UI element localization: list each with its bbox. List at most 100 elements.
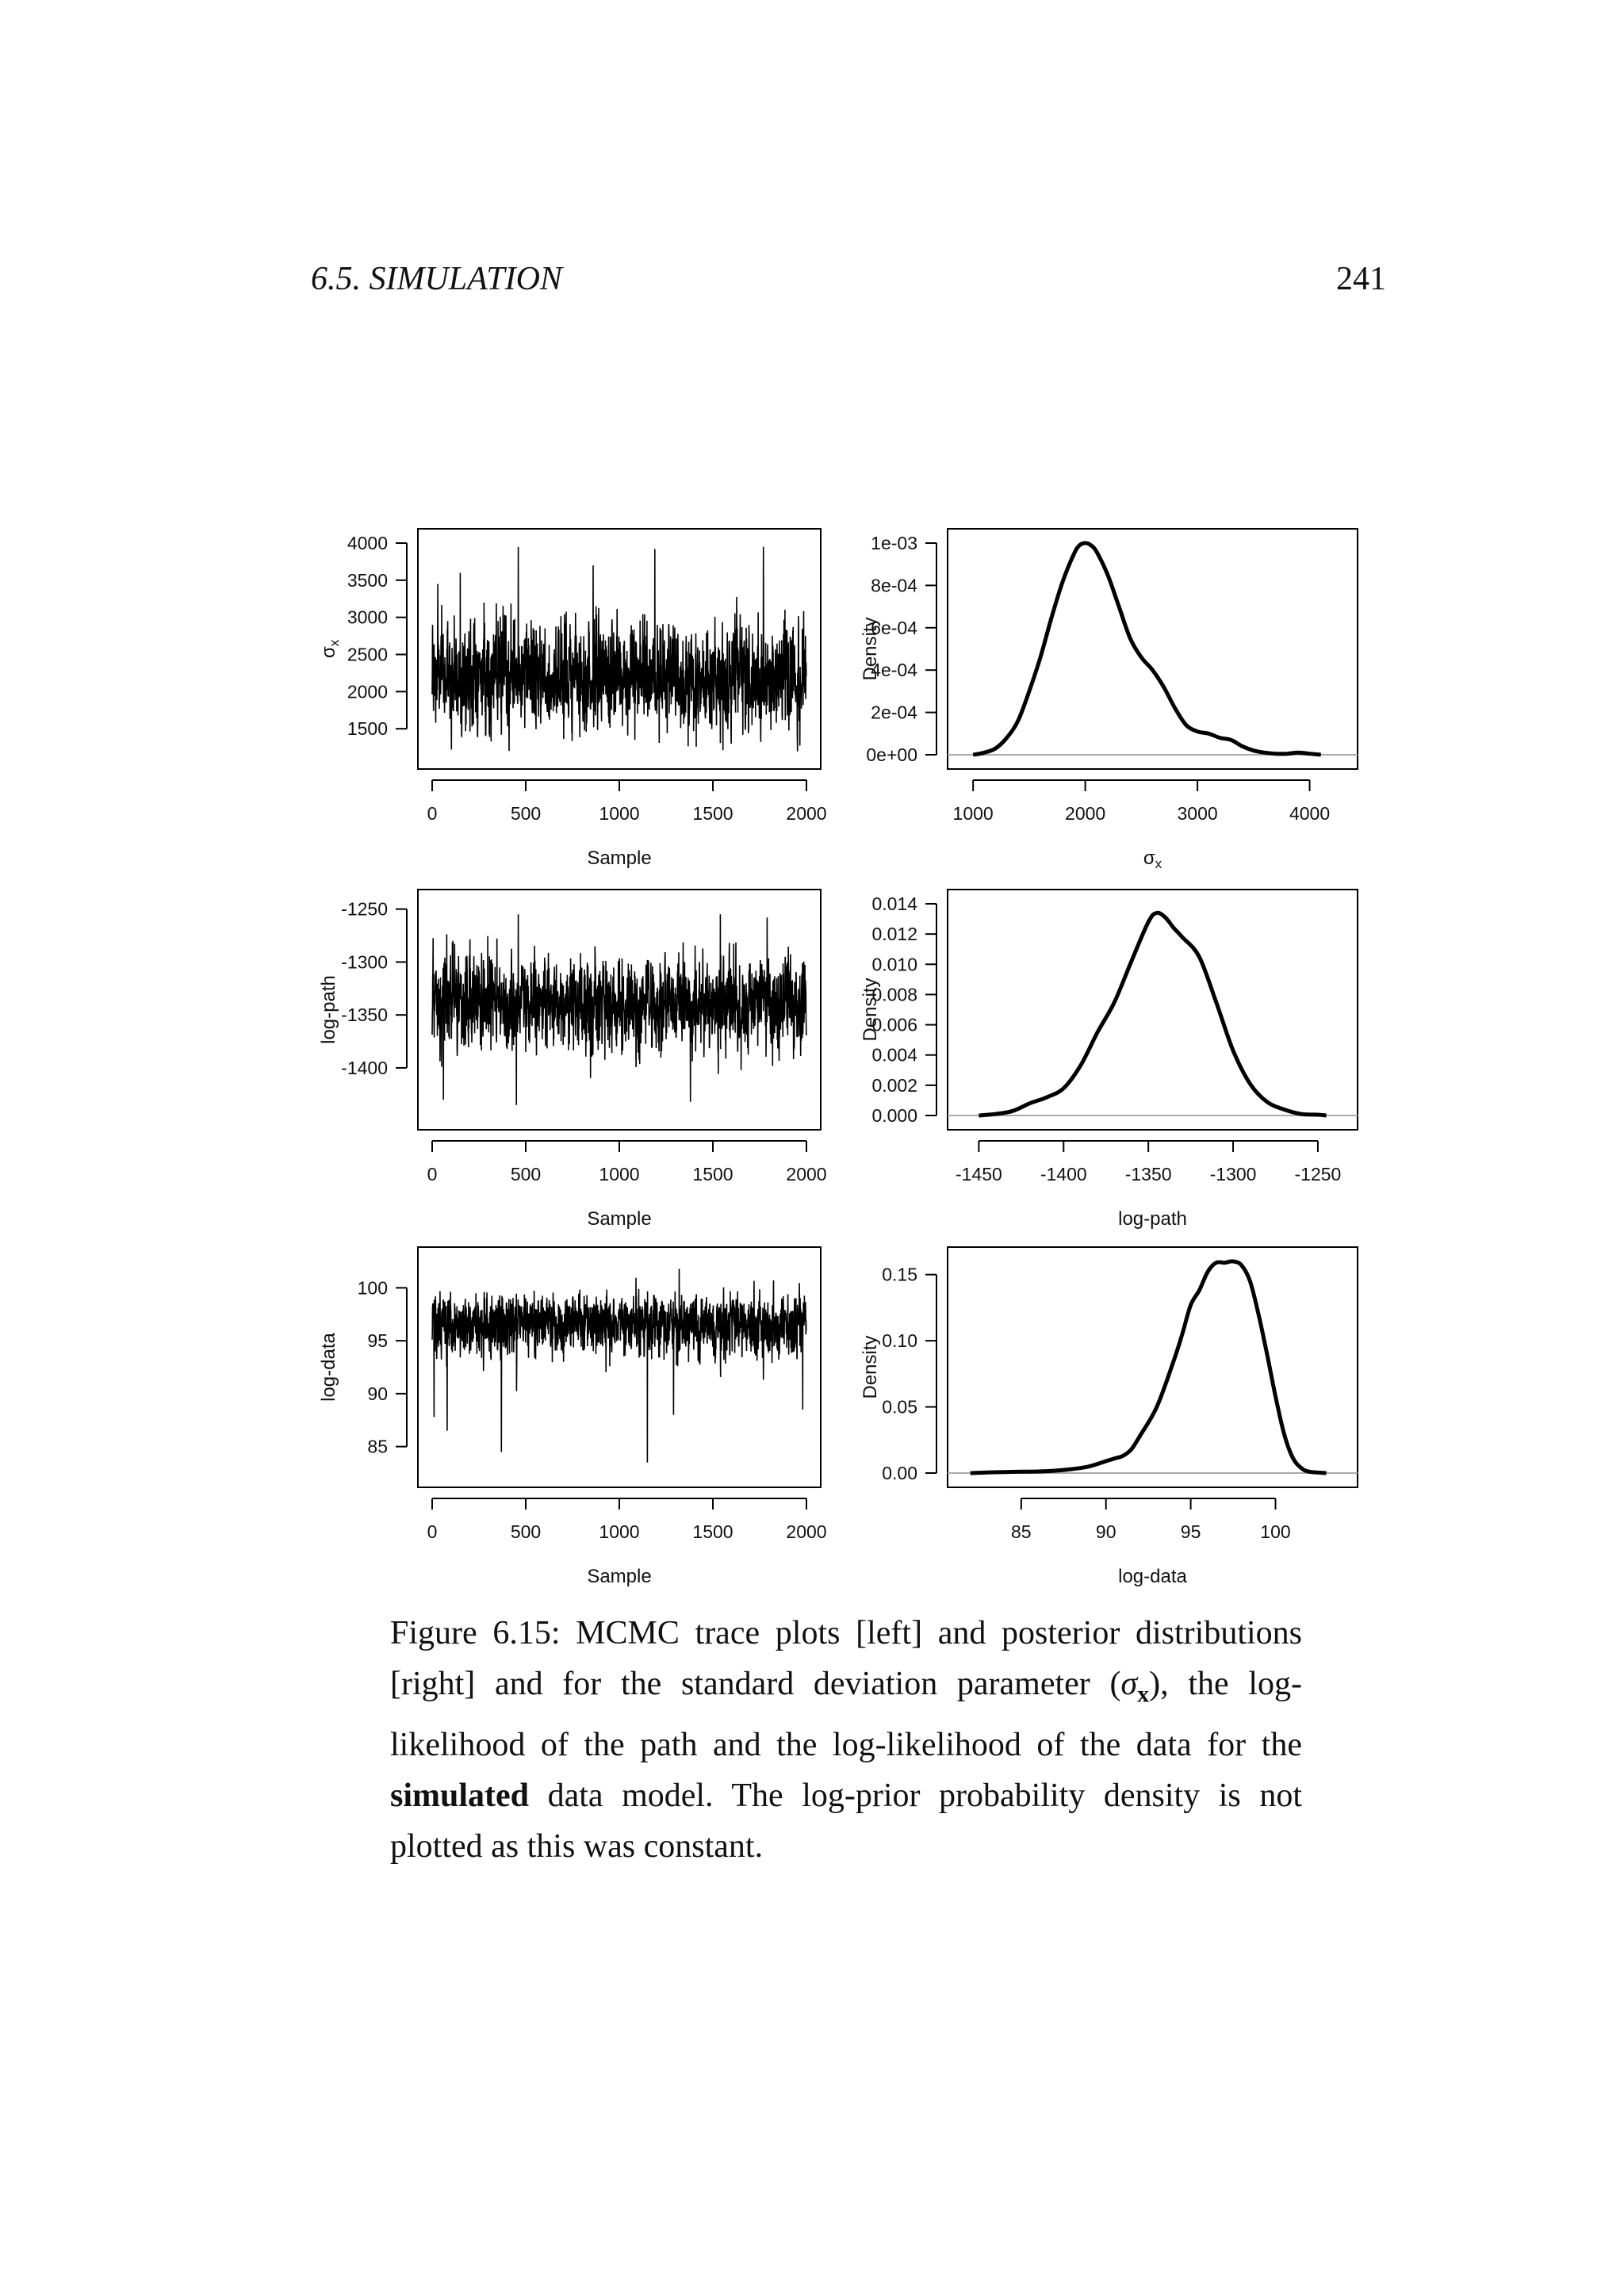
x-tick-label: 2000 — [786, 1164, 826, 1184]
x-tick-label: 3000 — [1178, 803, 1218, 824]
y-tick-label: -1250 — [341, 899, 388, 920]
y-axis-label: σx — [318, 639, 342, 658]
density-curve — [972, 541, 1321, 757]
x-axis-label: log-path — [1118, 1208, 1187, 1230]
y-axis-label: Density — [860, 1335, 881, 1399]
x-tick-label: 0 — [427, 803, 438, 824]
x-tick-label: 500 — [511, 803, 541, 824]
caption-sigma: σ — [1120, 1666, 1138, 1702]
y-tick-label: 100 — [358, 1277, 388, 1298]
x-tick-label: 1000 — [599, 1164, 639, 1184]
caption-middle: ), the log-likelihood of the path and th… — [390, 1666, 1302, 1764]
x-axis-label: σx — [1143, 848, 1162, 871]
y-tick-label: 0.008 — [871, 984, 917, 1004]
y-tick-label: -1300 — [341, 951, 388, 972]
plot-frame — [947, 1246, 1358, 1488]
y-tick-label: 0.00 — [882, 1463, 917, 1483]
x-tick-label: 2000 — [1065, 803, 1105, 824]
x-tick-label: 100 — [1260, 1521, 1290, 1542]
caption-suffix: data model. The log-prior probability de… — [390, 1777, 1302, 1866]
y-tick-label: 90 — [367, 1383, 388, 1404]
y-tick-label: -1400 — [341, 1058, 388, 1078]
plot-frame — [947, 889, 1358, 1131]
caption-subscript: x — [1137, 1681, 1150, 1708]
y-tick-label: 0.10 — [882, 1330, 917, 1351]
plot-frame — [417, 1246, 822, 1488]
x-tick-label: 1500 — [692, 1164, 733, 1184]
y-tick-label: 85 — [367, 1437, 388, 1457]
y-tick-label: 0.004 — [871, 1045, 917, 1066]
y-tick-label: 0.014 — [871, 894, 917, 914]
x-tick-label: 95 — [1181, 1521, 1201, 1542]
x-axis-label-subscript: x — [1155, 856, 1162, 871]
panel-density-sigma: 1000 2000 3000 4000 0e+00 2e-04 4e-04 6e-04 8e-0… — [860, 528, 1358, 871]
y-tick-label: 1500 — [347, 718, 388, 739]
y-axis-label: Density — [860, 617, 881, 680]
x-axis-label: Sample — [587, 848, 651, 869]
x-tick-label: 1000 — [953, 803, 994, 824]
y-axis-label: log-data — [318, 1332, 339, 1401]
x-tick-label: -1400 — [1040, 1164, 1087, 1184]
x-tick-label: 1000 — [599, 803, 639, 824]
panel-trace-sigma: 0 500 1000 1500 2000 1500 2000 2500 3000 3500 4000… — [318, 528, 827, 869]
x-tick-label: 85 — [1011, 1521, 1032, 1542]
y-tick-label: 0.010 — [871, 954, 917, 974]
plot-frame — [417, 889, 822, 1131]
x-tick-label: 4000 — [1289, 803, 1330, 824]
x-tick-label: 0 — [427, 1164, 438, 1184]
y-tick-label: 95 — [367, 1330, 388, 1351]
y-axis-label: log-path — [318, 975, 339, 1044]
page-number: 241 — [1336, 261, 1386, 297]
y-tick-label: 0.05 — [882, 1397, 917, 1418]
y-tick-label: 0.15 — [882, 1265, 917, 1285]
figure-caption: Figure 6.15: MCMC trace plots [left] and… — [390, 1608, 1302, 1872]
panel-density-logdata: 85 90 95 100 0.00 0.05 0.10 0.15 log-data Density — [860, 1246, 1358, 1587]
y-tick-label: 3000 — [347, 607, 388, 628]
y-axis-label-subscript: x — [327, 639, 342, 646]
panel-density-logpath: -1450 -1400 -1350 -1300 -1250 0.000 0.002 0.004… — [860, 889, 1358, 1230]
y-tick-label: 2500 — [347, 645, 388, 665]
plot-frame — [417, 528, 822, 770]
caption-bold: simulated — [390, 1777, 530, 1815]
panel-trace-logdata: 0 500 1000 1500 2000 85 90 95 100 Sample log-data — [318, 1246, 827, 1587]
y-tick-label: 6e-04 — [871, 618, 917, 638]
x-tick-label: 2000 — [786, 1521, 826, 1542]
x-tick-label: -1300 — [1210, 1164, 1257, 1184]
y-tick-label: 1e-03 — [871, 533, 917, 553]
density-curve — [979, 910, 1327, 1118]
panel-trace-logpath: 0 500 1000 1500 2000 -1400 -1350 -1300 -1250 Samp… — [318, 889, 827, 1230]
y-tick-label: 4e-04 — [871, 660, 917, 680]
plot-frame — [947, 528, 1358, 770]
y-tick-label: 4000 — [347, 533, 388, 553]
x-tick-label: -1250 — [1295, 1164, 1342, 1184]
x-axis-label: log-data — [1118, 1566, 1187, 1587]
x-tick-label: 500 — [511, 1164, 541, 1184]
density-curve — [970, 1259, 1327, 1475]
y-axis-label: Density — [860, 978, 881, 1041]
x-axis-label: Sample — [587, 1566, 651, 1587]
x-axis-label: Sample — [587, 1208, 651, 1230]
trace-line — [431, 1269, 807, 1463]
x-tick-label: 1000 — [599, 1521, 639, 1542]
trace-line — [431, 914, 807, 1105]
x-tick-label: 0 — [427, 1521, 438, 1542]
running-head: 6.5. SIMULATION — [311, 261, 562, 297]
trace-line — [431, 546, 807, 752]
x-tick-label: -1450 — [956, 1164, 1002, 1184]
y-tick-label: 0.002 — [871, 1075, 917, 1096]
y-tick-label: 2000 — [347, 681, 388, 702]
y-tick-label: 0.012 — [871, 924, 917, 944]
y-tick-label: 8e-04 — [871, 575, 917, 595]
y-tick-label: 0e+00 — [866, 744, 917, 765]
y-tick-label: 0.006 — [871, 1015, 917, 1035]
x-tick-label: 500 — [511, 1521, 541, 1542]
caption-prefix: Figure 6.15: MCMC trace plots [left] and… — [390, 1615, 1302, 1702]
x-tick-label: 1500 — [692, 803, 733, 824]
y-tick-label: 2e-04 — [871, 702, 917, 723]
x-tick-label: 1500 — [692, 1521, 733, 1542]
x-tick-label: 2000 — [786, 803, 826, 824]
x-tick-label: -1350 — [1125, 1164, 1172, 1184]
y-tick-label: 0.000 — [871, 1105, 917, 1126]
y-tick-label: -1350 — [341, 1004, 388, 1025]
